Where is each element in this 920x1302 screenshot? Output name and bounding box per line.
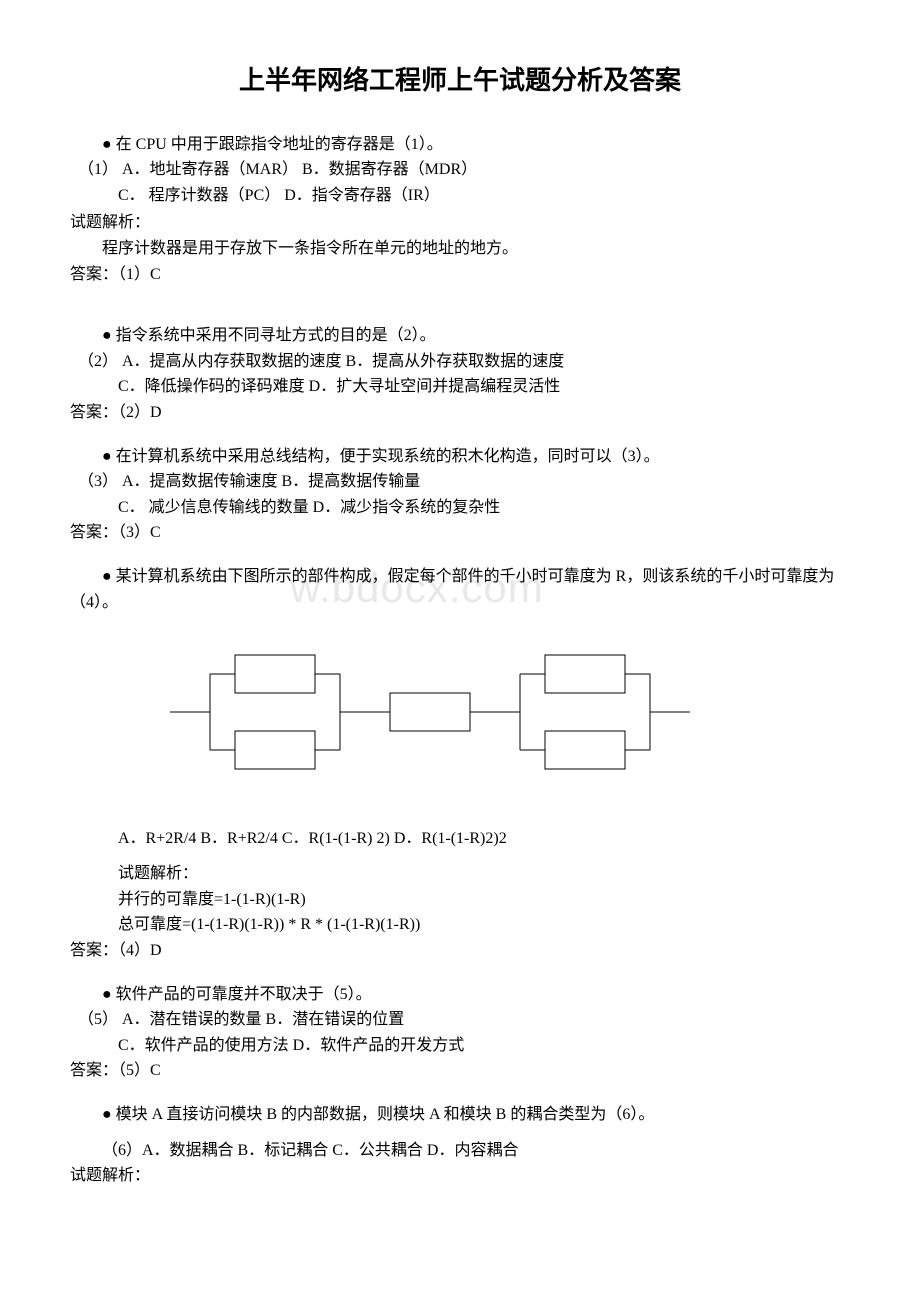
q6-options: （6）A．数据耦合 B．标记耦合 C．公共耦合 D．内容耦合 (102, 1138, 850, 1164)
q2-intro: ● 指令系统中采用不同寻址方式的目的是（2）。 (70, 323, 850, 349)
q2-options-row2: C．降低操作码的译码难度 D．扩大寻址空间并提高编程灵活性 (118, 374, 850, 400)
q5-answer: 答案：（5）C (70, 1058, 850, 1084)
q4-analysis-1: 并行的可靠度=1-(1-R)(1-R) (118, 887, 850, 913)
q2-answer: 答案：（2）D (70, 400, 850, 426)
q4-answer: 答案：（4）D (70, 938, 850, 964)
q1-options-row2: C． 程序计数器（PC） D．指令寄存器（IR） (118, 183, 850, 209)
q1-answer: 答案：（1）C (70, 262, 850, 288)
q6-intro: ● 模块 A 直接访问模块 B 的内部数据，则模块 A 和模块 B 的耦合类型为… (70, 1102, 850, 1128)
q3-options-row1: （3） A．提高数据传输速度 B．提高数据传输量 (78, 469, 850, 495)
question-4: ● 某计算机系统由下图所示的部件构成，假定每个部件的千小时可靠度为 R，则该系统… (70, 564, 850, 964)
q1-intro: ● 在 CPU 中用于跟踪指令地址的寄存器是（1）。 (70, 132, 850, 158)
question-2: ● 指令系统中采用不同寻址方式的目的是（2）。 （2） A．提高从内存获取数据的… (70, 323, 850, 425)
question-5: ● 软件产品的可靠度并不取决于（5）。 （5） A．潜在错误的数量 B．潜在错误… (70, 982, 850, 1084)
q4-intro: ● 某计算机系统由下图所示的部件构成，假定每个部件的千小时可靠度为 R，则该系统… (70, 564, 850, 615)
reliability-diagram (170, 627, 850, 806)
q3-answer: 答案：（3）C (70, 520, 850, 546)
q2-options-row1: （2） A．提高从内存获取数据的速度 B．提高从外存获取数据的速度 (78, 349, 850, 375)
q1-analysis-label: 试题解析： (70, 210, 850, 236)
q4-options: A．R+2R/4 B．R+R2/4 C．R(1-(1-R) 2) D．R(1-(… (118, 826, 850, 852)
q4-intro-text: ● 某计算机系统由下图所示的部件构成，假定每个部件的千小时可靠度为 R，则该系统… (70, 568, 834, 611)
q3-intro: ● 在计算机系统中采用总线结构，便于实现系统的积木化构造，同时可以（3）。 (70, 444, 850, 470)
q6-analysis-label: 试题解析： (70, 1163, 850, 1189)
page-title: 上半年网络工程师上午试题分析及答案 (70, 60, 850, 102)
q5-intro: ● 软件产品的可靠度并不取决于（5）。 (70, 982, 850, 1008)
q1-options-row1: （1） A．地址寄存器（MAR） B．数据寄存器（MDR） (78, 157, 850, 183)
q1-analysis: 程序计数器是用于存放下一条指令所在单元的地址的地方。 (70, 236, 850, 262)
q4-analysis-2: 总可靠度=(1-(1-R)(1-R)) * R * (1-(1-R)(1-R)) (118, 912, 850, 938)
q3-options-row2: C． 减少信息传输线的数量 D．减少指令系统的复杂性 (118, 495, 850, 521)
diagram-svg (170, 627, 690, 797)
q4-analysis-label: 试题解析： (118, 861, 850, 887)
question-3: ● 在计算机系统中采用总线结构，便于实现系统的积木化构造，同时可以（3）。 （3… (70, 444, 850, 546)
q5-options-row1: （5） A．潜在错误的数量 B．潜在错误的位置 (78, 1007, 850, 1033)
q5-options-row2: C．软件产品的使用方法 D．软件产品的开发方式 (118, 1033, 850, 1059)
question-6: ● 模块 A 直接访问模块 B 的内部数据，则模块 A 和模块 B 的耦合类型为… (70, 1102, 850, 1189)
question-1: ● 在 CPU 中用于跟踪指令地址的寄存器是（1）。 （1） A．地址寄存器（M… (70, 132, 850, 288)
